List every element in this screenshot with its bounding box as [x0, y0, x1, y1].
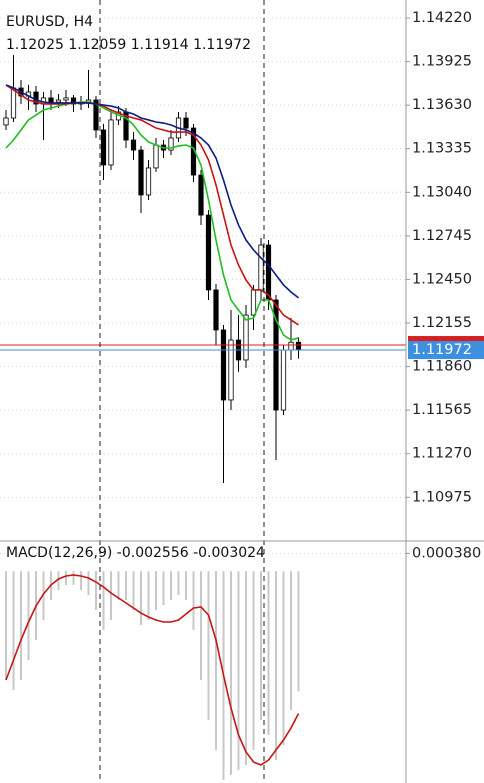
close-value: 1.11972 [193, 37, 251, 53]
candle-body [3, 117, 9, 126]
macd-bar [5, 571, 7, 680]
candle-body [108, 119, 114, 166]
macd-bar [207, 571, 210, 720]
y-tick-label: 1.11860 [412, 359, 472, 375]
y-tick-label: 1.12450 [412, 271, 472, 287]
candle-body [205, 214, 212, 291]
candle-body [250, 289, 257, 316]
macd-bar [185, 571, 187, 600]
candle-body [100, 129, 107, 166]
macd-bar [65, 571, 67, 586]
y-tick-label: 1.13335 [412, 141, 472, 157]
candle-body [295, 341, 302, 351]
chart-title: EURUSD, H4 [6, 14, 93, 30]
candle-body [130, 139, 137, 151]
candle-body [273, 299, 279, 411]
macd-bar [147, 571, 150, 620]
macd-bar [20, 571, 22, 680]
macd-bar [215, 571, 217, 751]
macd-bar [267, 571, 270, 735]
plot-layer [0, 17, 410, 780]
candle-body [93, 99, 99, 131]
macd-bar [192, 571, 195, 631]
signal-line [5, 574, 300, 766]
candle-body [288, 341, 294, 351]
candle-body [198, 174, 204, 216]
macd-bar [12, 571, 15, 691]
macd-bar [132, 571, 135, 611]
y-tick-label: 1.14220 [412, 10, 472, 26]
macd-bar [290, 571, 292, 711]
candle-body [55, 99, 62, 103]
y-tick-label: 1.12155 [412, 315, 472, 331]
macd-bar [80, 571, 82, 591]
macd-bar [162, 571, 165, 606]
candle-body [183, 117, 189, 129]
macd-bar [230, 571, 232, 775]
macd-bar [237, 571, 240, 771]
moving-average [5, 101, 299, 341]
y-tick-label: 1.13040 [412, 184, 472, 200]
macd-bar [260, 571, 262, 720]
macd-bar [297, 571, 300, 692]
macd-bar [140, 571, 142, 626]
macd-bar [110, 571, 112, 620]
moving-average [5, 84, 299, 326]
candle-body [48, 97, 54, 103]
macd-bar [245, 571, 247, 766]
candle-body [280, 349, 287, 411]
candle-body [213, 289, 219, 331]
candle-body [265, 244, 272, 301]
macd-bar [42, 571, 45, 620]
macd-bar [72, 571, 75, 586]
candle-body [63, 97, 69, 101]
macd-bar [57, 571, 60, 591]
candle-body [153, 144, 159, 169]
macd-bar [200, 571, 202, 680]
open-value: 1.12025 [6, 37, 64, 53]
y-tick-label: 1.13630 [412, 97, 472, 113]
high-value: 1.12059 [68, 37, 126, 53]
candle-body [70, 97, 77, 105]
macd-bar [117, 571, 120, 600]
y-tick-label: 1.13925 [412, 54, 472, 70]
macd-bar [155, 571, 157, 611]
macd-bar [125, 571, 127, 600]
y-tick-label: 1.12745 [412, 228, 472, 244]
candle-body [243, 314, 249, 361]
ohlc-header: 1.12025 1.12059 1.11914 1.11972 [6, 37, 251, 53]
macd-bar [282, 571, 285, 746]
candle-body [220, 329, 227, 401]
macd-header: MACD(12,26,9) -0.002556 -0.003024 [6, 545, 265, 561]
candle-body [168, 137, 174, 151]
candle-body [145, 167, 152, 196]
bid-label: 1.11972 [412, 342, 472, 358]
moving-average [5, 84, 299, 299]
macd-value: -0.002556 [117, 545, 189, 561]
macd-title: MACD(12,26,9) [6, 545, 112, 561]
macd-bar [87, 571, 90, 595]
signal-value: -0.003024 [193, 545, 265, 561]
y-tick-label: 1.11565 [412, 402, 472, 418]
candle-body [138, 149, 144, 196]
candle-body [258, 244, 264, 291]
y-tick-label: 0.000380 [412, 545, 481, 561]
y-tick-label: 1.11270 [412, 446, 472, 462]
macd-bar [177, 571, 180, 595]
low-value: 1.11914 [131, 37, 189, 53]
candle-body [10, 87, 17, 119]
macd-bar [170, 571, 172, 600]
macd-bar [95, 571, 97, 611]
bid-label-box [408, 341, 484, 360]
macd-bar [102, 571, 105, 631]
macd-bar [275, 571, 277, 760]
y-tick-label: 1.10975 [412, 489, 472, 505]
macd-bar [27, 571, 30, 660]
candle-body [228, 339, 234, 401]
macd-bar [252, 571, 255, 751]
